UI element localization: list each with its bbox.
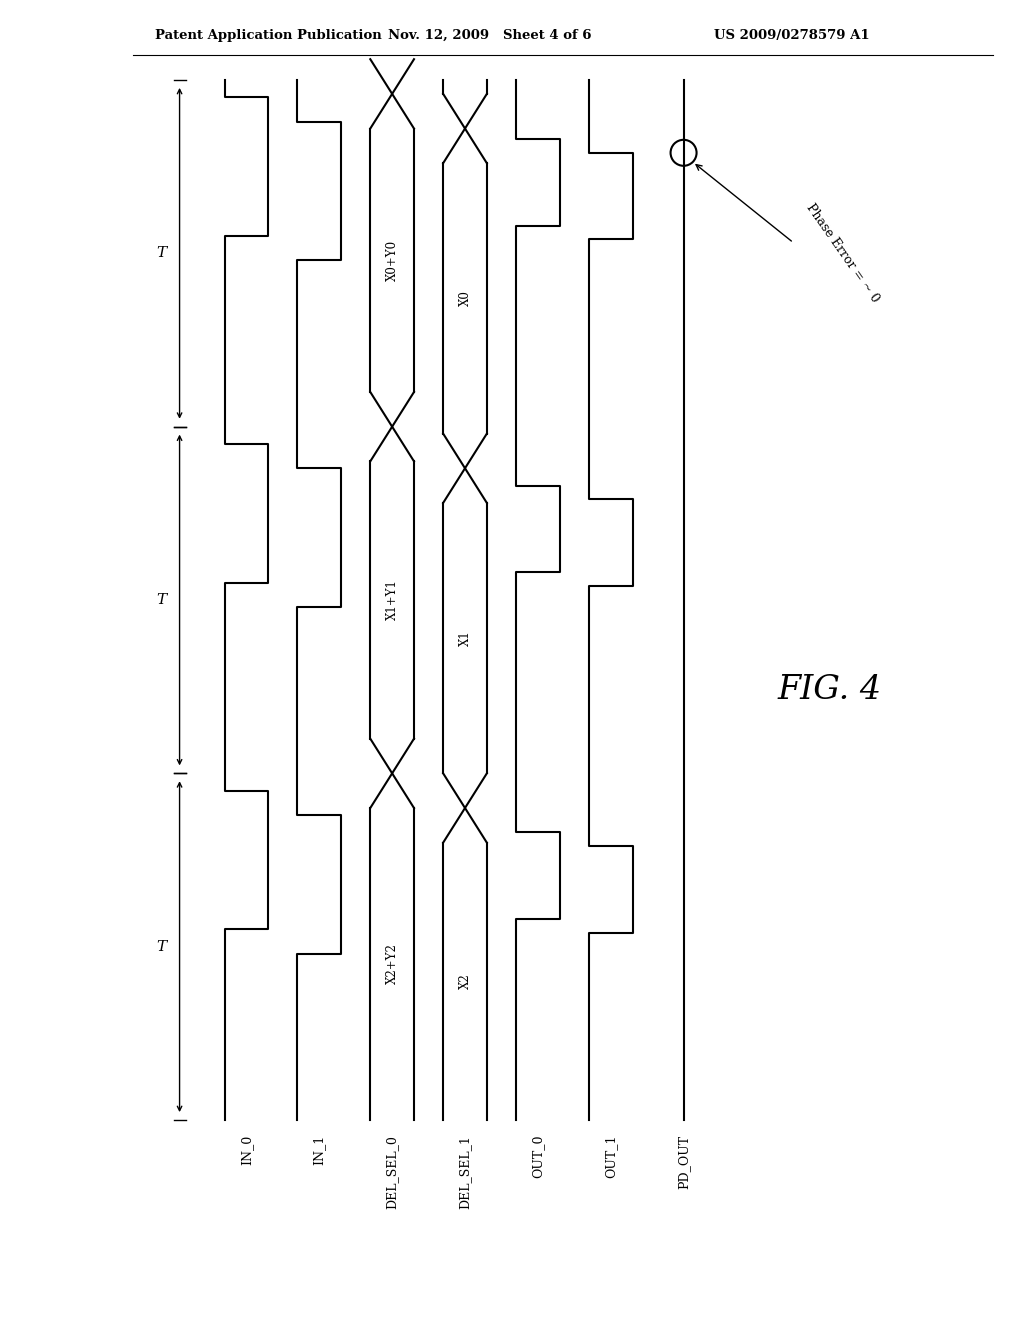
- Text: X0: X0: [459, 290, 471, 306]
- Text: X1: X1: [459, 630, 471, 645]
- Text: X2: X2: [459, 973, 471, 989]
- Text: DEL_SEL_0: DEL_SEL_0: [386, 1135, 398, 1209]
- Text: T: T: [157, 940, 167, 953]
- Text: IN_1: IN_1: [312, 1135, 326, 1166]
- Text: Nov. 12, 2009   Sheet 4 of 6: Nov. 12, 2009 Sheet 4 of 6: [388, 29, 592, 41]
- Text: OUT_0: OUT_0: [531, 1135, 545, 1179]
- Text: X2+Y2: X2+Y2: [386, 944, 398, 985]
- Text: Phase Error = ~ 0: Phase Error = ~ 0: [804, 201, 882, 305]
- Text: X1+Y1: X1+Y1: [386, 579, 398, 620]
- Text: IN_0: IN_0: [240, 1135, 253, 1166]
- Text: FIG. 4: FIG. 4: [778, 675, 882, 706]
- Text: OUT_1: OUT_1: [604, 1135, 617, 1179]
- Text: T: T: [157, 593, 167, 607]
- Text: US 2009/0278579 A1: US 2009/0278579 A1: [715, 29, 870, 41]
- Text: X0+Y0: X0+Y0: [386, 240, 398, 281]
- Text: PD_OUT: PD_OUT: [677, 1135, 690, 1189]
- Text: Patent Application Publication: Patent Application Publication: [155, 29, 382, 41]
- Text: DEL_SEL_1: DEL_SEL_1: [459, 1135, 471, 1209]
- Text: T: T: [157, 247, 167, 260]
